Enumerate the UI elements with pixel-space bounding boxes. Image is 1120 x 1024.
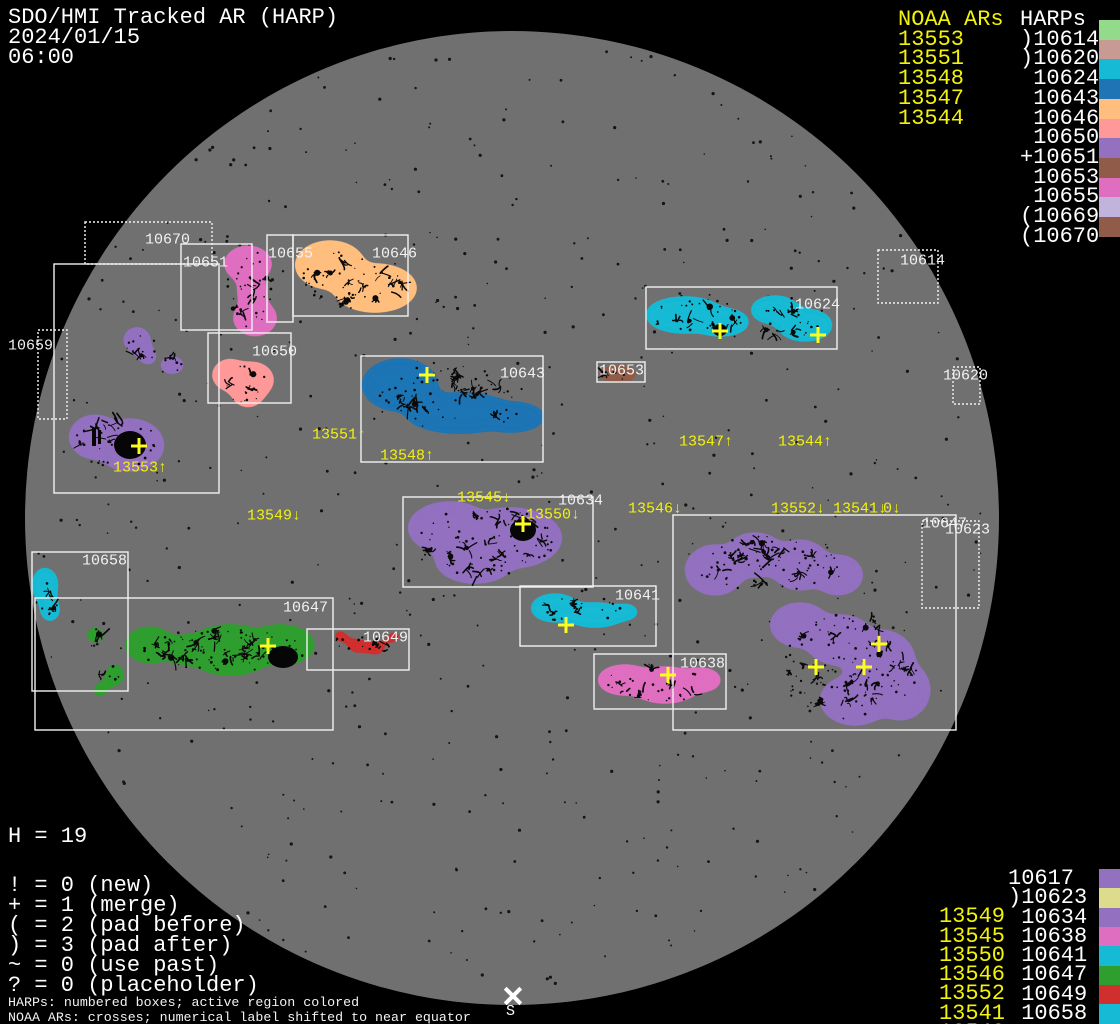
- svg-text:10647: 10647: [283, 600, 328, 617]
- svg-text:10638: 10638: [680, 656, 725, 673]
- svg-text:13551↑: 13551↑: [312, 427, 366, 444]
- svg-text:13552↓: 13552↓: [771, 501, 825, 518]
- svg-text:10650: 10650: [252, 344, 297, 361]
- svg-text:13547↑: 13547↑: [679, 434, 733, 451]
- svg-text:13546↓: 13546↓: [628, 501, 682, 518]
- svg-text:10655: 10655: [268, 246, 313, 263]
- svg-text:10624: 10624: [795, 297, 840, 314]
- svg-text:13548↑: 13548↑: [380, 448, 434, 465]
- svg-text:10623: 10623: [945, 522, 990, 539]
- svg-text:13544↑: 13544↑: [778, 434, 832, 451]
- svg-text:10646: 10646: [372, 246, 417, 263]
- svg-text:10643: 10643: [500, 366, 545, 383]
- svg-text:10641: 10641: [615, 588, 660, 605]
- svg-text:13553↑: 13553↑: [113, 460, 167, 477]
- svg-text:10651: 10651: [183, 255, 228, 272]
- svg-text:13545↓: 13545↓: [457, 490, 511, 507]
- svg-text:13549↓: 13549↓: [247, 508, 301, 525]
- svg-text:13541↓: 13541↓: [833, 501, 887, 518]
- svg-text:0↓: 0↓: [883, 501, 901, 518]
- svg-text:10653: 10653: [599, 363, 644, 380]
- svg-text:10658: 10658: [82, 553, 127, 570]
- svg-text:10614: 10614: [900, 253, 945, 270]
- svg-text:13550↓: 13550↓: [526, 507, 580, 524]
- svg-text:10620: 10620: [943, 368, 988, 385]
- svg-text:10659: 10659: [8, 338, 53, 355]
- svg-text:10670: 10670: [145, 232, 190, 249]
- svg-text:10649: 10649: [363, 630, 408, 647]
